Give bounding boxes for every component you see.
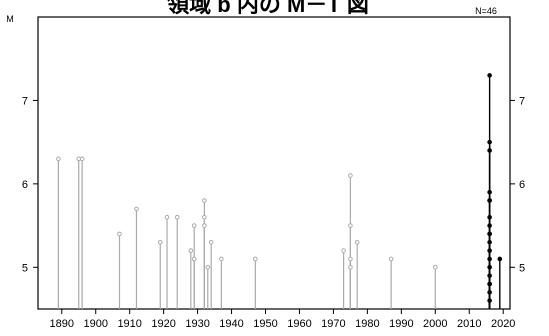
event-point: [202, 223, 207, 228]
event-point: [56, 156, 61, 162]
event-point: [205, 264, 211, 270]
event-point: [487, 73, 492, 78]
x-tick-label: 1930: [185, 318, 209, 330]
event-point: [348, 223, 353, 228]
event-point: [219, 256, 224, 262]
y-tick-label-right: 6: [519, 179, 525, 191]
x-tick-label: 1940: [219, 318, 243, 330]
event-point: [202, 214, 207, 220]
x-tick-label: 2000: [423, 318, 447, 330]
event-point: [191, 256, 197, 262]
event-point: [487, 148, 492, 153]
x-tick-label: 2020: [491, 318, 515, 330]
event-point: [487, 290, 492, 295]
x-tick-label: 1980: [355, 318, 379, 330]
event-point: [487, 189, 492, 195]
event-point: [487, 273, 492, 278]
event-point: [341, 248, 346, 253]
x-tick-label: 1950: [253, 318, 277, 330]
x-tick-label: 1910: [117, 318, 141, 330]
event-point: [487, 198, 492, 203]
event-point: [79, 156, 85, 162]
count-label: N=46: [475, 6, 497, 16]
x-tick-label: 2010: [457, 318, 481, 330]
event-point: [348, 256, 353, 262]
y-tick-label-left: 7: [22, 95, 28, 107]
tick-layer: 1890 1900 1910 1920 1930 1940 1950 1960 1970 1980…: [22, 95, 525, 330]
event-point: [487, 248, 492, 253]
event-point: [487, 231, 492, 237]
stem-layer: [56, 73, 503, 309]
event-point: [487, 223, 492, 228]
event-point: [487, 139, 492, 145]
event-point: [487, 281, 492, 287]
event-point: [487, 214, 492, 220]
event-point: [354, 239, 360, 245]
event-point: [174, 214, 180, 220]
event-point: [487, 298, 492, 303]
event-point: [157, 239, 163, 245]
event-point: [348, 173, 353, 178]
plot-frame-layer: [37, 16, 511, 310]
event-point: [191, 223, 197, 228]
event-point: [487, 264, 492, 270]
event-point: [432, 264, 438, 270]
event-point: [117, 231, 122, 237]
event-point: [134, 206, 139, 212]
event-point: [487, 239, 492, 245]
event-point: [208, 239, 214, 245]
event-point: [388, 256, 394, 262]
event-point: [188, 248, 194, 253]
x-tick-label: 1920: [151, 318, 175, 330]
event-point: [253, 256, 258, 262]
x-tick-label: 1990: [389, 318, 413, 330]
y-tick-label-right: 5: [519, 262, 525, 274]
event-point: [497, 256, 503, 262]
event-point: [164, 214, 170, 220]
chart-title: 領域 b 内の M－T 図: [167, 0, 369, 17]
event-point: [487, 256, 492, 262]
y-tick-label-left: 6: [22, 179, 28, 191]
event-point: [348, 264, 353, 270]
plot-frame: [37, 16, 511, 310]
y-tick-label-left: 5: [22, 262, 28, 274]
x-tick-label: 1900: [83, 318, 107, 330]
x-tick-label: 1890: [50, 318, 74, 330]
y-axis-label: M: [6, 14, 14, 24]
x-tick-label: 1960: [287, 318, 311, 330]
event-point: [202, 198, 207, 203]
y-tick-label-right: 7: [519, 95, 525, 107]
x-tick-label: 1970: [321, 318, 345, 330]
